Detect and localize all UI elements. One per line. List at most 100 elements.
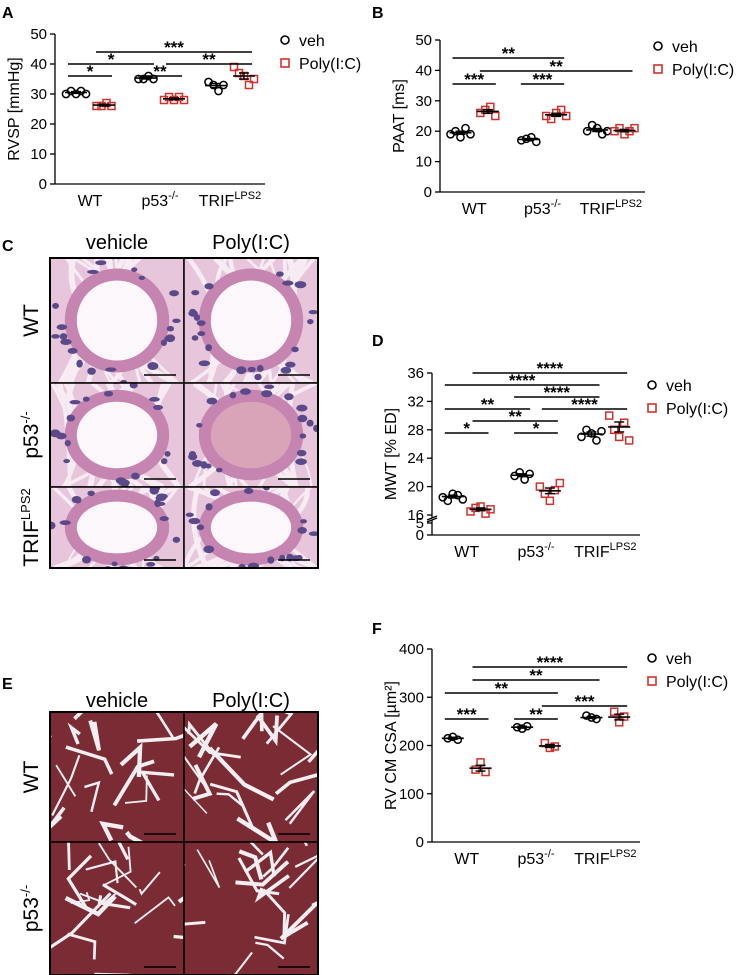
interstitium (274, 773, 318, 796)
nucleus (95, 260, 107, 266)
category-name: WT (454, 544, 479, 561)
interstitium (209, 782, 254, 828)
significance-label: ** (153, 62, 167, 81)
significance-label: **** (571, 395, 598, 414)
nucleus (51, 334, 60, 339)
x-tick-label: TRIFLPS2 (574, 541, 636, 561)
nucleus (76, 359, 83, 368)
row-name: p53 (20, 897, 43, 932)
interstitium (265, 712, 294, 745)
nucleus (243, 487, 254, 495)
tissue (50, 842, 184, 975)
y-tick-label: 50 (415, 32, 432, 49)
data-point (179, 95, 189, 105)
nucleus (87, 490, 95, 497)
nucleus (82, 396, 90, 402)
row-sup: LPS2 (18, 488, 33, 520)
nucleus (205, 344, 213, 352)
interstitium (288, 854, 318, 889)
category-name: TRIF (574, 851, 610, 868)
histology-image (50, 258, 184, 383)
row-name: WT (20, 304, 43, 337)
interstitium (248, 842, 264, 856)
significance-label: ** (509, 407, 523, 426)
legend-marker (647, 653, 657, 663)
significance-label: ** (202, 50, 216, 69)
interstitium (187, 720, 216, 757)
category-sup: -/- (168, 190, 179, 202)
panel-label: B (372, 5, 384, 22)
data-point (531, 137, 541, 147)
interstitium (50, 892, 112, 950)
interstitium (184, 754, 206, 787)
row-sup: -/- (18, 411, 33, 423)
significance-label: **** (509, 371, 536, 390)
significance-label: ** (550, 57, 564, 76)
interstitium (124, 830, 145, 842)
legend-marker (280, 35, 290, 45)
x-tick-label: TRIFLPS2 (580, 198, 642, 218)
row-name: TRIF (20, 520, 43, 567)
nucleus (198, 360, 211, 367)
nucleus (166, 325, 175, 332)
y-tick-label: 0 (416, 834, 424, 851)
interstitium (84, 780, 101, 813)
y-axis-label: RVSP [mmHg] (6, 57, 23, 160)
category-name: WT (454, 851, 479, 868)
x-tick-label: p53-/- (517, 541, 554, 561)
nucleus (306, 419, 314, 427)
interstitium (254, 874, 290, 903)
nucleus (308, 531, 318, 537)
nucleus (87, 269, 99, 274)
nucleus (188, 517, 201, 525)
significance-label: * (108, 50, 115, 69)
x-tick-label: TRIFLPS2 (199, 190, 261, 210)
category-sup: LPS2 (610, 848, 637, 860)
nucleus (284, 393, 294, 401)
nucleus (296, 404, 308, 412)
interstitium (67, 842, 71, 871)
legend-label: Poly(I:C) (666, 401, 728, 418)
category-sup: LPS2 (615, 198, 642, 210)
nucleus (66, 414, 76, 422)
interstitium (102, 883, 137, 906)
nucleus (196, 320, 206, 327)
panel-label: C (2, 238, 14, 255)
y-tick-label: 0 (416, 527, 424, 544)
interstitium (64, 894, 117, 917)
interstitium (235, 860, 290, 887)
nucleus (247, 562, 260, 568)
row-label: p53-/- (18, 885, 43, 932)
histology-image (184, 383, 318, 487)
nucleus (264, 384, 275, 389)
legend-label: veh (666, 651, 692, 668)
nucleus (240, 388, 251, 395)
lumen (210, 401, 292, 469)
y-tick-label: 300 (399, 689, 424, 706)
nucleus (256, 364, 264, 372)
nucleus (149, 487, 161, 491)
interstitium (138, 871, 161, 896)
nucleus (74, 498, 82, 504)
interstitium (255, 941, 285, 960)
data-point (630, 123, 639, 133)
nucleus (210, 489, 220, 497)
nucleus (159, 516, 169, 522)
nucleus (164, 450, 171, 457)
interstitium (284, 790, 316, 825)
data-point (609, 707, 619, 716)
nucleus (203, 545, 215, 554)
histology-image (184, 258, 318, 383)
data-point (491, 111, 500, 121)
fiber (191, 487, 210, 568)
data-point (535, 482, 545, 491)
interstitium (238, 849, 264, 881)
nucleus (261, 390, 273, 398)
nucleus (149, 397, 160, 402)
nucleus (160, 339, 167, 346)
y-tick-label: 16 (407, 507, 424, 524)
nucleus (236, 366, 247, 375)
significance-label: ** (529, 705, 543, 724)
y-tick-label: 0 (424, 184, 432, 201)
